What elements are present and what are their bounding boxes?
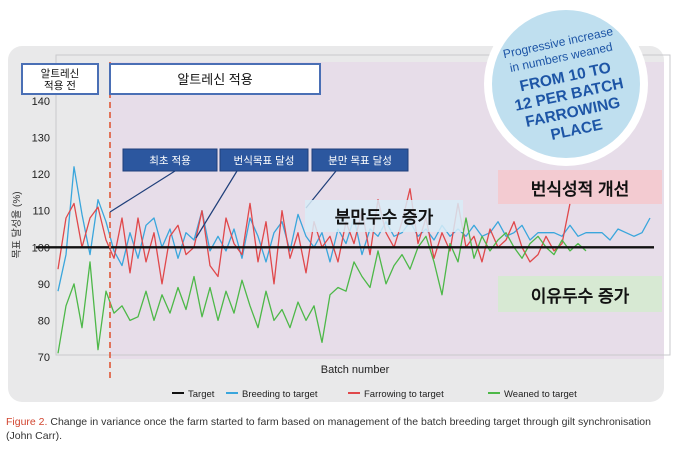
milestone-pointer xyxy=(195,170,238,239)
legend-label: Target xyxy=(188,389,215,400)
weaned-label: 이유두수 증가 xyxy=(531,287,630,306)
caption-lead: Figure 2. xyxy=(6,416,48,428)
milestone-label: 최초 적용 xyxy=(149,155,191,167)
milestone-box xyxy=(311,148,409,172)
after-box xyxy=(109,63,321,95)
y-tick-label: 110 xyxy=(32,206,50,218)
breeding-label: 번식성적 개선 xyxy=(531,180,630,199)
milestone-label: 분만 목표 달성 xyxy=(328,155,392,167)
y-tick-label: 130 xyxy=(32,133,50,145)
series-line-2 xyxy=(57,217,587,354)
milestone-box xyxy=(122,148,218,172)
milestone-box xyxy=(219,148,309,172)
figure-caption: Figure 2. Change in variance once the fa… xyxy=(6,415,674,443)
y-tick-label: 70 xyxy=(38,352,50,364)
before-box-label: 적용 전 xyxy=(44,80,76,92)
plot-border xyxy=(55,54,671,356)
y-tick-label: 140 xyxy=(32,96,50,108)
before-box xyxy=(21,63,99,95)
legend-label: Weaned to target xyxy=(504,389,577,400)
milestone-label: 번식목표 달성 xyxy=(234,155,295,167)
x-axis-label: Batch number xyxy=(321,364,390,376)
legend-label: Breeding to target xyxy=(242,389,318,400)
weaned-label-bg xyxy=(498,276,662,312)
y-tick-label: 90 xyxy=(38,279,50,291)
y-tick-label: 80 xyxy=(38,315,50,327)
legend-label: Farrowing to target xyxy=(364,389,444,400)
y-axis-label: 목표 달성율 (%) xyxy=(11,191,23,258)
after-box-label: 알트레신 적용 xyxy=(177,72,252,87)
y-tick-label: 120 xyxy=(32,169,50,181)
farrowing-label-bg xyxy=(305,200,463,232)
before-box-label: 알트레신 xyxy=(41,68,80,80)
milestone-pointer xyxy=(109,170,176,213)
breeding-label-bg xyxy=(498,170,662,204)
farrowing-label: 분만두수 증가 xyxy=(335,208,434,227)
badge-circle xyxy=(492,10,640,158)
caption-text: Change in variance once the farm started… xyxy=(6,416,651,442)
